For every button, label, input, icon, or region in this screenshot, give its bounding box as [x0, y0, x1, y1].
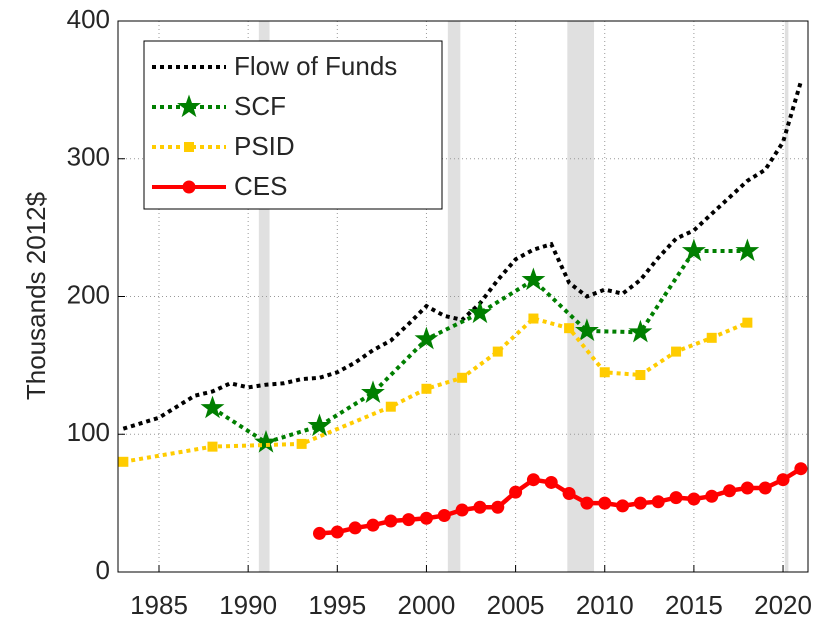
- recession-band: [258, 21, 270, 572]
- marker: [473, 500, 487, 514]
- marker: [635, 370, 646, 381]
- x-tick-label: 1990: [219, 590, 277, 620]
- marker: [455, 503, 469, 517]
- marker: [182, 180, 196, 194]
- marker: [521, 267, 546, 291]
- plot-area: [118, 81, 808, 540]
- marker: [492, 346, 503, 357]
- marker: [562, 486, 576, 500]
- legend-label: PSID: [234, 131, 295, 161]
- marker: [207, 441, 218, 452]
- x-tick-label: 1995: [308, 590, 366, 620]
- marker: [758, 481, 772, 495]
- marker: [118, 456, 129, 467]
- marker: [468, 300, 492, 324]
- marker: [628, 319, 653, 343]
- marker: [384, 514, 398, 528]
- marker: [598, 496, 612, 510]
- y-tick-label: 400: [67, 4, 110, 34]
- marker: [361, 380, 385, 404]
- marker: [599, 367, 610, 378]
- marker: [200, 395, 225, 419]
- marker: [526, 473, 540, 487]
- x-tick-label: 2000: [398, 590, 456, 620]
- marker: [419, 511, 433, 525]
- marker: [742, 317, 753, 328]
- y-tick-label: 300: [67, 142, 110, 172]
- marker: [671, 346, 682, 357]
- marker: [348, 521, 362, 535]
- y-tick-label: 200: [67, 279, 110, 309]
- marker: [564, 323, 575, 334]
- marker: [723, 484, 737, 498]
- marker: [509, 485, 523, 499]
- marker: [794, 462, 808, 476]
- marker: [414, 326, 439, 350]
- marker: [681, 238, 706, 262]
- marker: [735, 238, 760, 262]
- marker: [651, 495, 665, 509]
- axes-box: [117, 20, 809, 573]
- series-line: [122, 316, 749, 464]
- marker: [330, 525, 344, 539]
- marker: [385, 401, 396, 412]
- marker: [177, 94, 201, 118]
- marker: [616, 499, 630, 513]
- y-axis-label: Thousands 2012$: [21, 191, 51, 400]
- marker: [706, 332, 717, 343]
- recession-band: [567, 21, 595, 572]
- legend-label: SCF: [234, 91, 286, 121]
- marker: [580, 496, 594, 510]
- marker: [544, 475, 558, 489]
- marker: [491, 500, 505, 514]
- marker: [705, 489, 719, 503]
- y-tick-label: 100: [67, 417, 110, 447]
- x-tick-label: 2015: [665, 590, 723, 620]
- marker: [296, 438, 307, 449]
- x-tick-label: 1985: [130, 590, 188, 620]
- x-tick-label: 2005: [487, 590, 545, 620]
- marker: [575, 318, 599, 342]
- legend-label: CES: [234, 171, 287, 201]
- x-tick-label: 2010: [576, 590, 634, 620]
- marker: [184, 142, 194, 152]
- y-tick-label: 0: [96, 555, 110, 585]
- marker: [437, 509, 451, 523]
- marker: [687, 492, 701, 506]
- series-line: [211, 249, 748, 445]
- marker: [776, 473, 790, 487]
- marker: [669, 491, 683, 505]
- x-tick-label: 2020: [754, 590, 812, 620]
- marker: [402, 513, 416, 527]
- marker: [421, 383, 432, 394]
- marker: [740, 481, 754, 495]
- legend-label: Flow of Funds: [234, 51, 397, 81]
- marker: [528, 313, 539, 324]
- marker: [366, 518, 380, 532]
- marker: [307, 413, 332, 437]
- series-line: [319, 466, 803, 536]
- marker: [312, 526, 326, 540]
- marker: [633, 496, 647, 510]
- marker: [457, 372, 468, 383]
- marker: [254, 429, 278, 453]
